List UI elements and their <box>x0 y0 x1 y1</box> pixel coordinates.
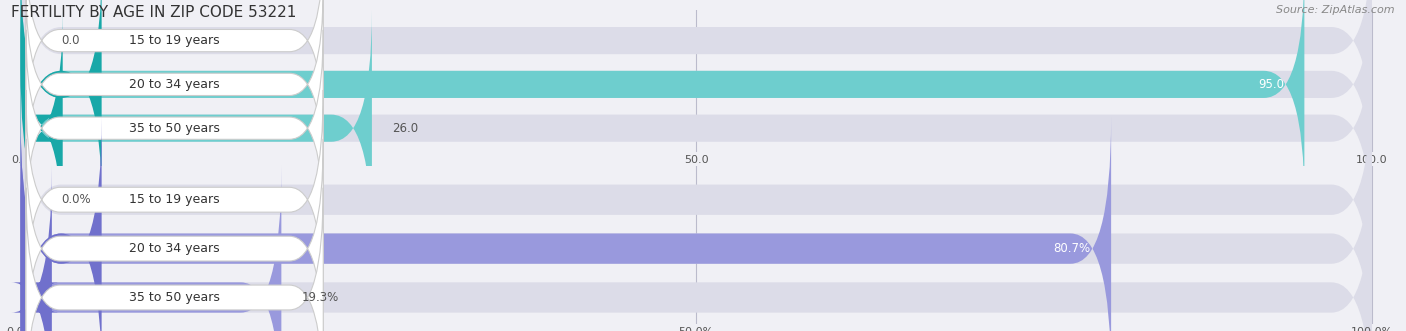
Text: 0.0: 0.0 <box>60 34 80 47</box>
Text: 15 to 19 years: 15 to 19 years <box>129 193 219 206</box>
FancyBboxPatch shape <box>21 10 373 246</box>
Text: 26.0: 26.0 <box>392 122 419 135</box>
FancyBboxPatch shape <box>11 166 60 331</box>
Text: 80.7%: 80.7% <box>1053 242 1091 255</box>
FancyBboxPatch shape <box>21 10 1372 246</box>
Text: 20 to 34 years: 20 to 34 years <box>129 242 219 255</box>
FancyBboxPatch shape <box>25 188 323 331</box>
FancyBboxPatch shape <box>21 10 63 246</box>
FancyBboxPatch shape <box>21 0 101 202</box>
Text: 95.0: 95.0 <box>1258 78 1284 91</box>
FancyBboxPatch shape <box>21 117 101 331</box>
FancyBboxPatch shape <box>25 0 323 139</box>
Text: 35 to 50 years: 35 to 50 years <box>129 291 221 304</box>
FancyBboxPatch shape <box>21 166 281 331</box>
FancyBboxPatch shape <box>21 0 1372 159</box>
Text: 0.0%: 0.0% <box>60 193 91 206</box>
FancyBboxPatch shape <box>21 0 1305 202</box>
Text: 19.3%: 19.3% <box>302 291 339 304</box>
FancyBboxPatch shape <box>21 68 1372 331</box>
FancyBboxPatch shape <box>21 117 1111 331</box>
Text: Source: ZipAtlas.com: Source: ZipAtlas.com <box>1277 5 1395 15</box>
FancyBboxPatch shape <box>25 30 323 226</box>
FancyBboxPatch shape <box>25 90 323 309</box>
FancyBboxPatch shape <box>21 117 1372 331</box>
Text: 20 to 34 years: 20 to 34 years <box>129 78 219 91</box>
FancyBboxPatch shape <box>25 139 323 331</box>
FancyBboxPatch shape <box>21 0 1372 202</box>
FancyBboxPatch shape <box>25 0 323 183</box>
Text: FERTILITY BY AGE IN ZIP CODE 53221: FERTILITY BY AGE IN ZIP CODE 53221 <box>11 5 297 20</box>
Text: 35 to 50 years: 35 to 50 years <box>129 122 221 135</box>
Text: 15 to 19 years: 15 to 19 years <box>129 34 219 47</box>
FancyBboxPatch shape <box>21 166 1372 331</box>
